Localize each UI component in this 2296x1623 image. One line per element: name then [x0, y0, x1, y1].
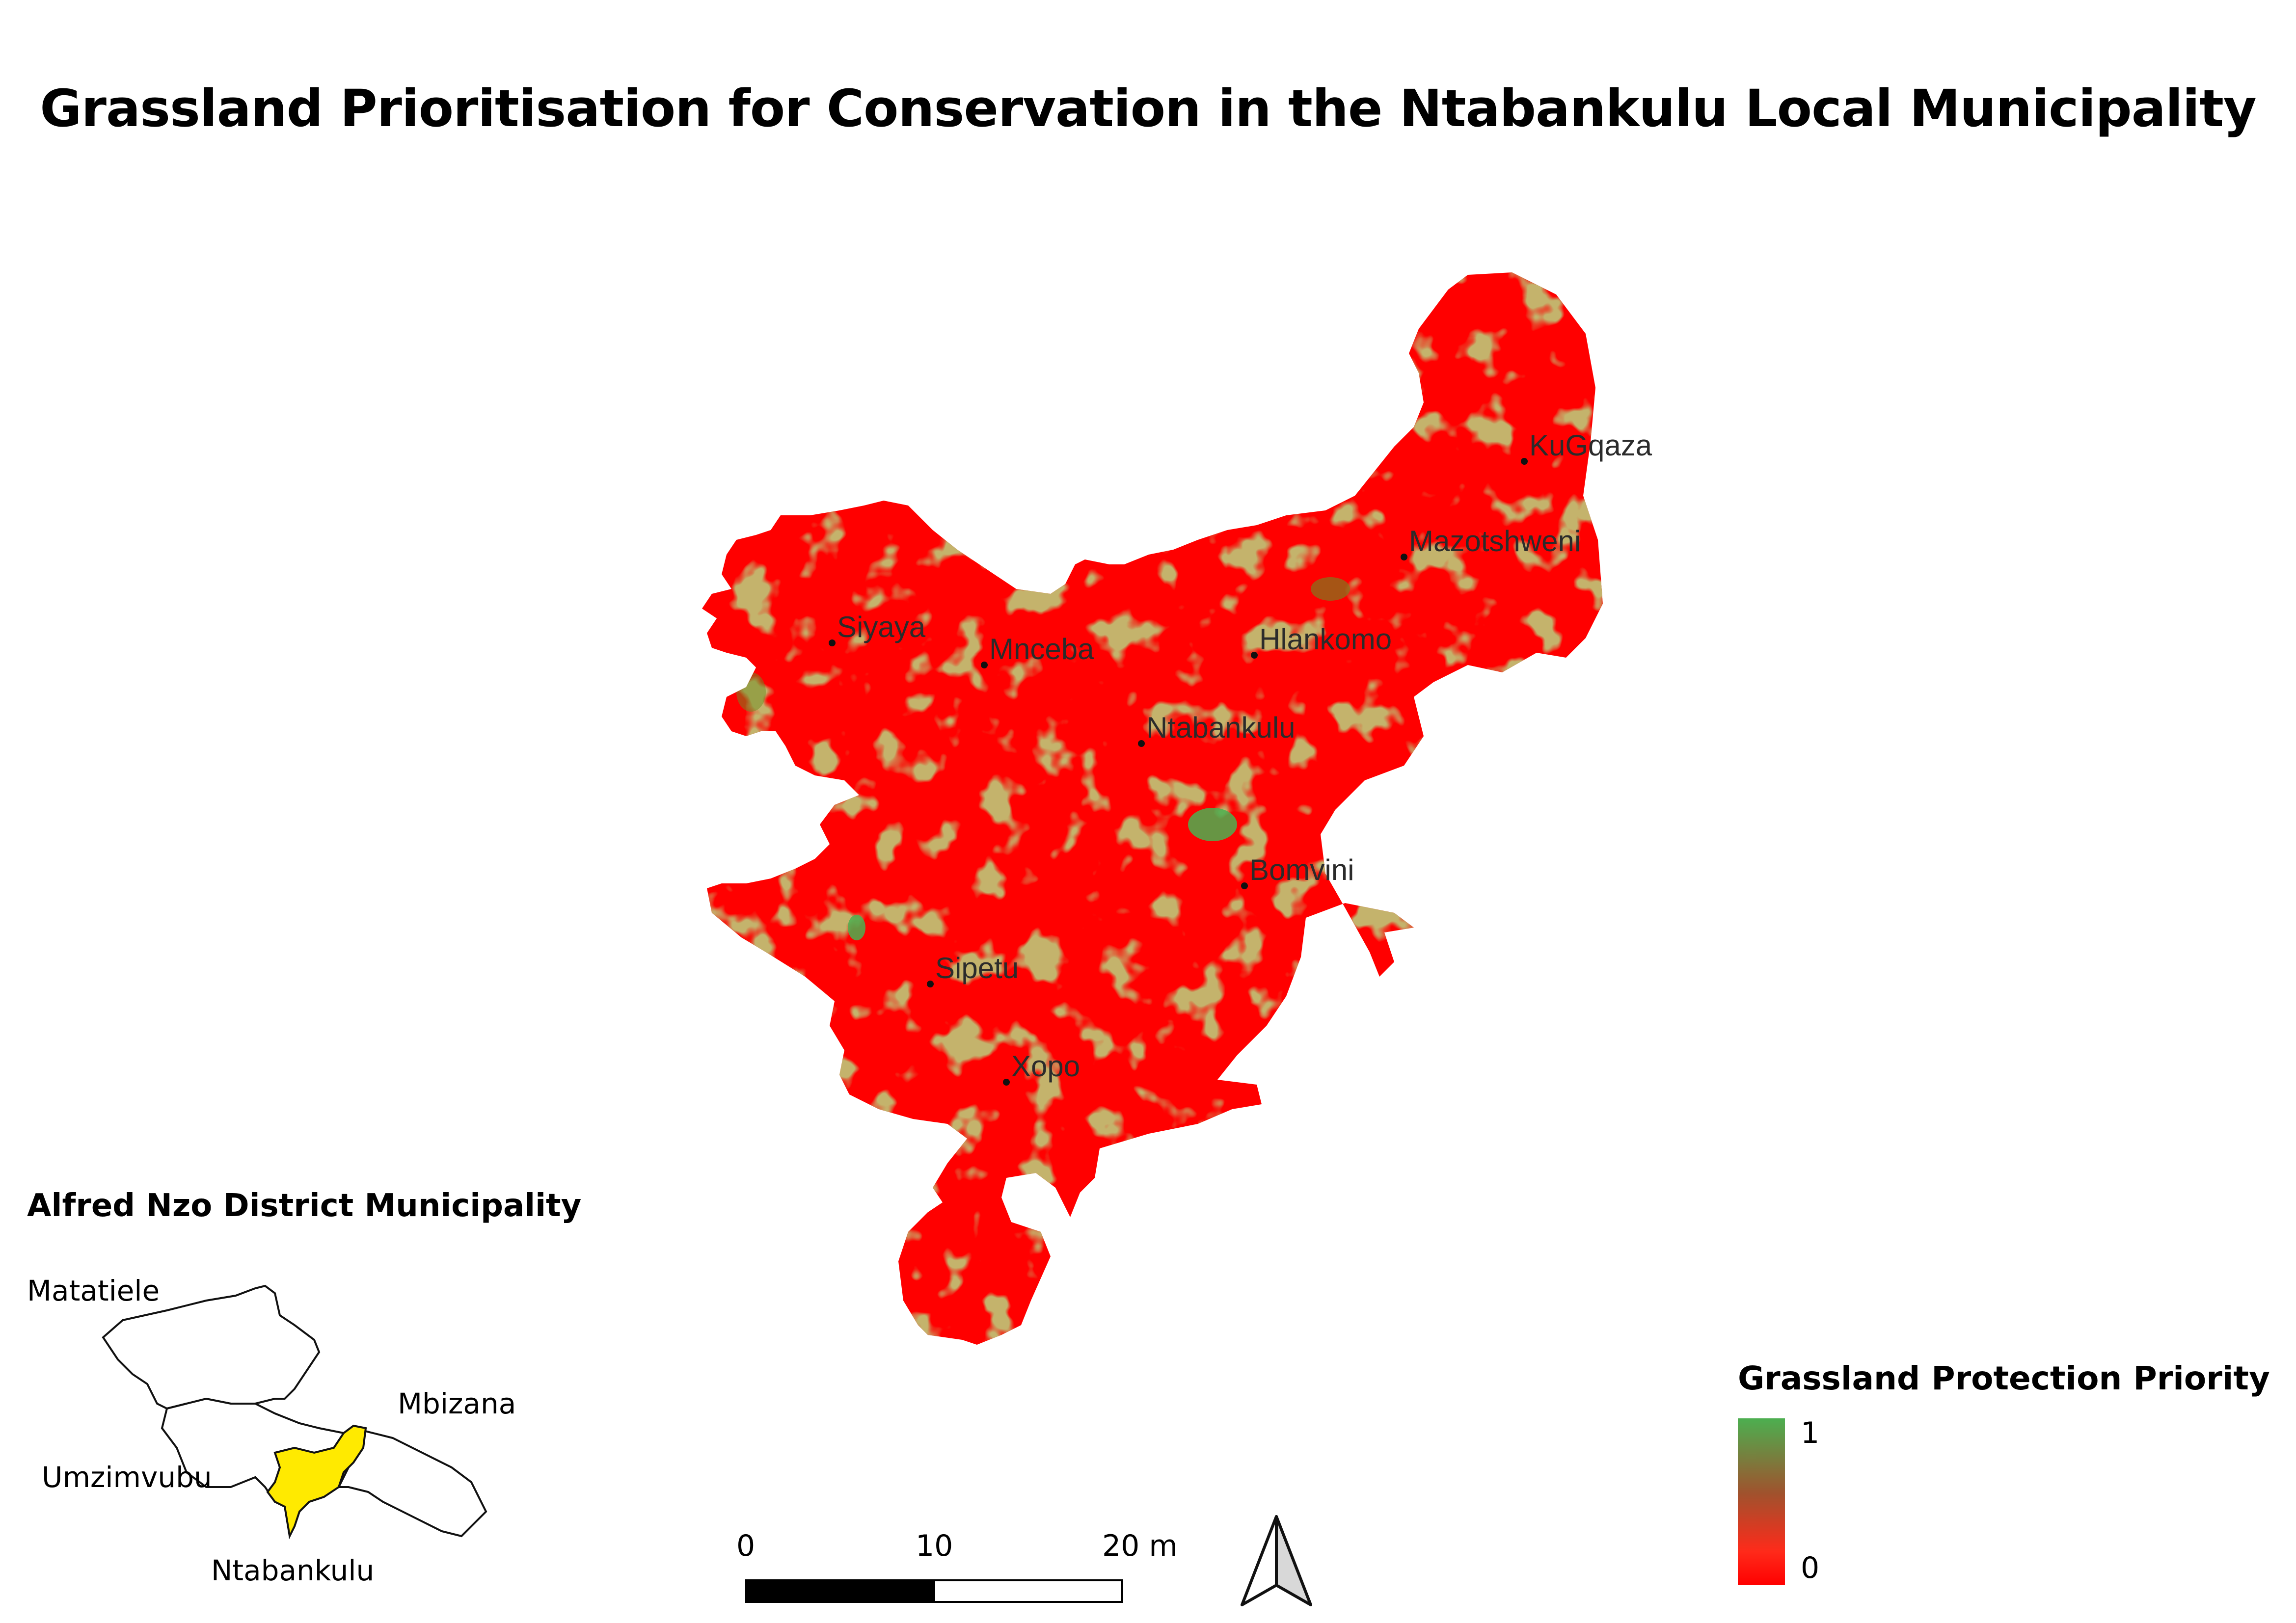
ntabankulu-label: Ntabankulu — [211, 1554, 374, 1587]
settlement-dot-icon — [1241, 882, 1248, 889]
place-siyaya: Siyaya — [829, 611, 926, 646]
place-bomvini: Bomvini — [1241, 853, 1354, 889]
place-mazotshweni: Mazotshweni — [1401, 525, 1581, 560]
high-priority-patch — [1311, 577, 1350, 601]
high-priority-patch — [848, 915, 865, 940]
mbizana-label: Mbizana — [398, 1387, 516, 1420]
legend-min-label: 0 — [1801, 1551, 1820, 1585]
place-label: Sipetu — [935, 952, 1019, 984]
place-label: Siyaya — [837, 611, 926, 643]
legend-title: Grassland Protection Priority — [1738, 1359, 2270, 1397]
scale-bar — [745, 1579, 1123, 1603]
settlement-dot-icon — [1521, 458, 1528, 465]
settlement-dot-icon — [981, 662, 988, 668]
high-priority-patch — [1188, 808, 1237, 841]
place-label: KuGqaza — [1529, 429, 1652, 462]
legend-color-ramp — [1738, 1418, 1785, 1585]
place-hlankomo: Hlankomo — [1251, 623, 1392, 659]
settlement-points: KuGqaza Mazotshweni Siyaya Mnceba Hlankomo Nt… — [829, 429, 1652, 1086]
settlement-dot-icon — [1003, 1079, 1010, 1086]
settlement-dot-icon — [1138, 740, 1145, 747]
settlement-dot-icon — [927, 981, 934, 987]
place-ntabankulu: Ntabankulu — [1138, 711, 1296, 747]
scale-label-10: 10 — [916, 1529, 953, 1563]
ntabankulu-inset-highlight — [266, 1424, 367, 1540]
settlement-dot-icon — [1401, 554, 1407, 560]
inset-title: Alfred Nzo District Municipality — [27, 1188, 582, 1224]
high-priority-patch — [736, 672, 766, 712]
place-label: Hlankomo — [1259, 623, 1392, 656]
legend-max-label: 1 — [1801, 1416, 1820, 1450]
map-title: Grassland Prioritisation for Conservatio… — [40, 79, 2256, 138]
ntabankulu-municipality-area — [702, 272, 1603, 1345]
place-label: Ntabankulu — [1146, 711, 1296, 744]
scale-label-0: 0 — [736, 1529, 756, 1563]
matatiele-label: Matatiele — [27, 1274, 160, 1307]
place-mnceba: Mnceba — [981, 633, 1094, 668]
umzimvubu-label: Umzimvubu — [42, 1461, 212, 1494]
place-label: Mnceba — [989, 633, 1094, 665]
matatiele-boundary — [102, 1284, 321, 1410]
place-label: Bomvini — [1249, 853, 1354, 886]
place-kugqaza: KuGqaza — [1521, 429, 1652, 465]
place-label: Mazotshweni — [1409, 525, 1581, 558]
place-label: Xopo — [1011, 1050, 1080, 1083]
settlement-dot-icon — [829, 639, 836, 646]
settlement-dot-icon — [1251, 652, 1258, 659]
inset-district-map: Matatiele Mbizana Umzimvubu Ntabankulu — [27, 1274, 516, 1587]
north-arrow-icon — [1241, 1515, 1312, 1606]
scale-label-20: 20 m — [1102, 1529, 1178, 1563]
place-xopo: Xopo — [1003, 1050, 1080, 1086]
place-sipetu: Sipetu — [927, 952, 1019, 987]
